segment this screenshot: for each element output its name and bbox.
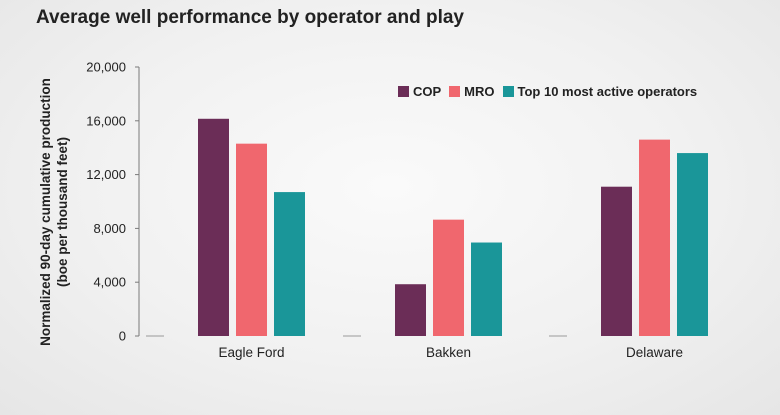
y-tick-label: 0	[119, 329, 126, 344]
legend-swatch-top10	[502, 86, 514, 97]
legend-item-top10: Top 10 most active operators	[502, 84, 698, 99]
y-tick-label: 12,000	[86, 167, 126, 182]
bar-cop-bakken	[395, 284, 426, 336]
y-tick-label: 4,000	[93, 275, 126, 290]
legend-item-mro: MRO	[449, 84, 495, 99]
bar-mro-eagle-ford	[236, 143, 267, 336]
x-category-label: Delaware	[626, 345, 683, 360]
chart-legend: COP MRO Top 10 most active operators	[398, 84, 705, 99]
x-category-label: Eagle Ford	[218, 345, 284, 360]
y-tick-label: 20,000	[86, 60, 126, 75]
legend-swatch-mro	[449, 86, 461, 97]
bar-cop-eagle-ford	[198, 118, 229, 336]
bar-top-10-most-active-operators-eagle-ford	[274, 192, 305, 336]
y-tick-label: 8,000	[93, 221, 126, 236]
bar-mro-delaware	[639, 139, 670, 336]
bar-top-10-most-active-operators-bakken	[471, 242, 502, 336]
bar-mro-bakken	[433, 219, 464, 336]
legend-label-top10: Top 10 most active operators	[517, 84, 698, 99]
chart-title: Average well performance by operator and…	[36, 7, 464, 28]
bar-top-10-most-active-operators-delaware	[677, 153, 708, 336]
legend-swatch-cop	[398, 86, 409, 97]
legend-label-mro: MRO	[464, 84, 495, 99]
legend-item-cop: COP	[398, 84, 441, 99]
legend-label-cop: COP	[413, 84, 442, 99]
x-category-label: Bakken	[426, 345, 471, 360]
y-tick-label: 16,000	[86, 113, 126, 128]
bar-cop-delaware	[601, 186, 632, 336]
